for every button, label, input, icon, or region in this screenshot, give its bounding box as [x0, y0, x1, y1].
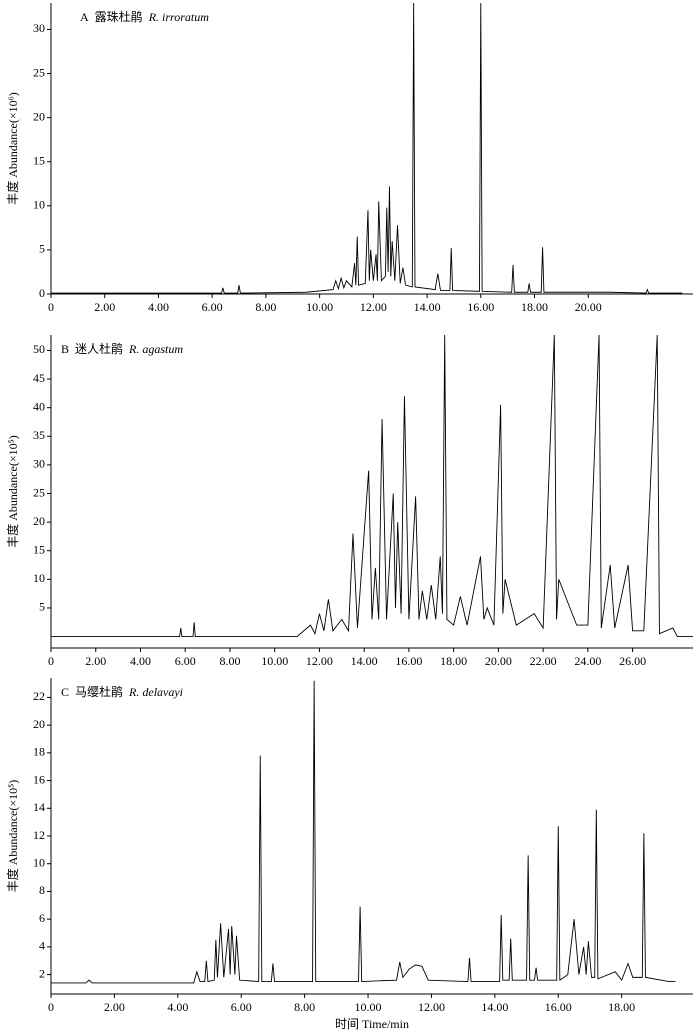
- y-tick-label: 22: [33, 689, 45, 703]
- y-tick-label: 18: [33, 745, 45, 759]
- panel-title-part: A: [80, 10, 89, 24]
- x-tick-label: 16.00: [395, 654, 422, 668]
- y-axis-label: 丰度 Abundance(×10⁶): [5, 92, 20, 205]
- panel-title: A 露珠杜鹃 R. irroratum: [80, 9, 209, 24]
- x-tick-label: 24.00: [574, 654, 601, 668]
- x-tick-label: 8.00: [294, 1000, 315, 1014]
- x-tick-label: 4.00: [167, 1000, 188, 1014]
- panel-title-part: C: [61, 685, 69, 699]
- y-tick-label: 8: [39, 883, 45, 897]
- x-tick-label: 4.00: [130, 654, 151, 668]
- y-axis-label: 丰度 Abundance(×10⁵): [5, 780, 20, 893]
- x-tick-label: 20.00: [575, 300, 602, 314]
- y-tick-label: 5: [39, 600, 45, 614]
- y-tick-label: 30: [33, 21, 45, 35]
- y-tick-label: 4: [39, 939, 45, 953]
- x-tick-label: 26.00: [619, 654, 646, 668]
- panel-title-part: R. agastum: [128, 342, 183, 356]
- y-tick-label: 25: [33, 65, 45, 79]
- x-tick-label: 6.00: [231, 1000, 252, 1014]
- x-tick-label: 0: [48, 654, 54, 668]
- panel-title-part: 迷人杜鹃: [75, 341, 123, 356]
- x-tick-label: 10.00: [306, 300, 333, 314]
- x-tick-label: 14.00: [414, 300, 441, 314]
- y-tick-label: 10: [33, 198, 45, 212]
- x-tick-label: 2.00: [85, 654, 106, 668]
- x-tick-label: 8.00: [255, 300, 276, 314]
- panel-title: B 迷人杜鹃 R. agastum: [61, 341, 183, 356]
- y-tick-label: 20: [33, 514, 45, 528]
- y-tick-label: 15: [33, 153, 45, 167]
- x-tick-label: 16.00: [545, 1000, 572, 1014]
- y-tick-label: 45: [33, 371, 45, 385]
- x-tick-label: 6.00: [202, 300, 223, 314]
- x-axis-label: 时间 Time/min: [335, 1017, 409, 1031]
- x-tick-label: 2.00: [94, 300, 115, 314]
- x-tick-label: 10.00: [261, 654, 288, 668]
- x-tick-label: 18.00: [608, 1000, 635, 1014]
- x-tick-label: 16.00: [467, 300, 494, 314]
- x-tick-label: 2.00: [104, 1000, 125, 1014]
- x-tick-label: 12.00: [418, 1000, 445, 1014]
- y-tick-label: 20: [33, 717, 45, 731]
- x-tick-label: 0: [48, 300, 54, 314]
- y-tick-label: 0: [39, 286, 45, 300]
- panel: 0 5 10 15 20 25 30 0 2.00 4.00 6.00 8.00 10.00 12.00 1…: [5, 3, 693, 314]
- chromatogram-line: [51, 3, 683, 294]
- x-tick-label: 22.00: [530, 654, 557, 668]
- panel-title-part: 露珠杜鹃: [95, 9, 143, 24]
- chromatogram-line: [51, 680, 676, 984]
- y-tick-label: 2: [39, 966, 45, 980]
- y-tick-label: 50: [33, 342, 45, 356]
- x-tick-label: 12.00: [360, 300, 387, 314]
- y-tick-label: 14: [33, 800, 45, 814]
- y-tick-label: 40: [33, 399, 45, 413]
- x-tick-label: 18.00: [440, 654, 467, 668]
- y-tick-label: 25: [33, 485, 45, 499]
- panel: 5 10 15 20 25 30 35 40 45 50 0 2.00 4.00 6.00 8.00 10.0…: [5, 335, 693, 668]
- y-tick-label: 20: [33, 109, 45, 123]
- panel-title-part: B: [61, 342, 69, 356]
- y-tick-label: 5: [39, 242, 45, 256]
- y-axis-label: 丰度 Abundance(×10⁵): [5, 435, 20, 548]
- y-tick-label: 12: [33, 828, 45, 842]
- x-tick-label: 12.00: [306, 654, 333, 668]
- panel-title: C 马缨杜鹃 R. delavayi: [61, 684, 183, 699]
- panel: 2 4 6 8 10 12 14 16 18 20 22 0 2.00 4.00 6.00 8.00 10.00…: [5, 678, 693, 1031]
- y-tick-label: 6: [39, 911, 45, 925]
- y-tick-label: 15: [33, 542, 45, 556]
- panel-title-part: 马缨杜鹃: [75, 684, 123, 699]
- x-tick-label: 4.00: [148, 300, 169, 314]
- panel-title-part: R. delavayi: [128, 685, 183, 699]
- panel-title-part: R. irroratum: [148, 10, 210, 24]
- x-tick-label: 14.00: [351, 654, 378, 668]
- x-tick-label: 0: [48, 1000, 54, 1014]
- chromatogram-line: [51, 335, 693, 638]
- y-tick-label: 30: [33, 457, 45, 471]
- x-tick-label: 18.00: [521, 300, 548, 314]
- x-tick-label: 6.00: [175, 654, 196, 668]
- y-tick-label: 10: [33, 855, 45, 869]
- y-tick-label: 16: [33, 772, 45, 786]
- x-tick-label: 14.00: [481, 1000, 508, 1014]
- x-tick-label: 20.00: [485, 654, 512, 668]
- x-tick-label: 8.00: [219, 654, 240, 668]
- y-tick-label: 10: [33, 571, 45, 585]
- y-tick-label: 35: [33, 428, 45, 442]
- x-tick-label: 10.00: [355, 1000, 382, 1014]
